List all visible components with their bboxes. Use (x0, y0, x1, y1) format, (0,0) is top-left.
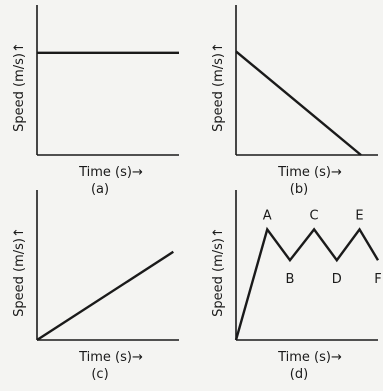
point-label-e: E (355, 208, 363, 223)
point-label-d: D (332, 272, 342, 287)
panel-label-c: (c) (91, 367, 108, 382)
chart-panel-d: Speed (m/s)↑ Time (s)→ (d) A B C D E F (211, 190, 382, 382)
speed-line-d (234, 226, 380, 341)
x-axis-label-c: Time (s)→ (78, 350, 143, 365)
point-label-a: A (263, 208, 272, 223)
x-axis-label-d: Time (s)→ (277, 350, 342, 365)
point-label-b: B (285, 272, 294, 287)
panel-label-b: (b) (290, 182, 308, 197)
x-axis-label-a: Time (s)→ (78, 165, 143, 180)
y-axis-label-d: Speed (m/s)↑ (211, 227, 226, 317)
point-label-f: F (374, 272, 381, 287)
chart-panel-b: Speed (m/s)↑ Time (s)→ (b) (211, 5, 378, 197)
chart-panel-c: Speed (m/s)↑ Time (s)→ (c) (12, 190, 179, 382)
y-axis-label-a: Speed (m/s)↑ (12, 42, 27, 132)
panel-label-a: (a) (91, 182, 109, 197)
speed-line-b (235, 50, 362, 156)
y-axis-label-c: Speed (m/s)↑ (12, 227, 27, 317)
speed-line-c (36, 250, 174, 342)
point-label-c: C (310, 208, 319, 223)
panel-label-d: (d) (290, 367, 308, 382)
chart-panel-a: Speed (m/s)↑ Time (s)→ (a) (12, 5, 179, 197)
y-axis-label-b: Speed (m/s)↑ (211, 42, 226, 132)
x-axis-label-b: Time (s)→ (277, 165, 342, 180)
